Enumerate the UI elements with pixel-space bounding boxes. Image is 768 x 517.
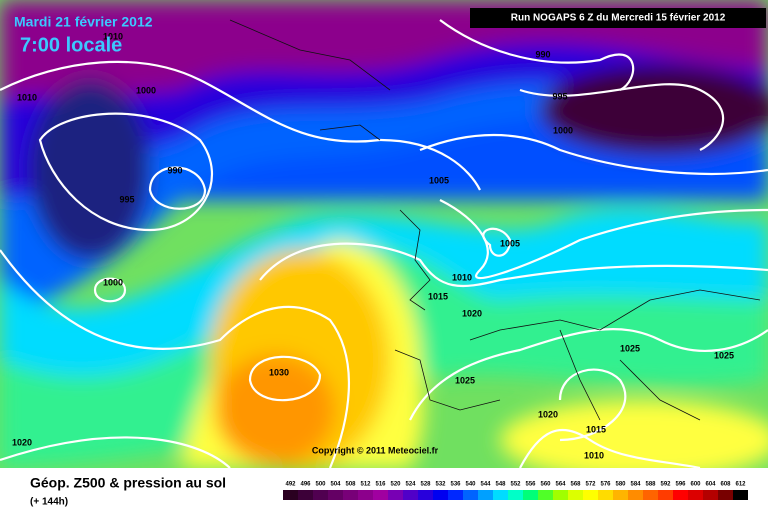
legend-label: 564: [555, 482, 566, 488]
isobar-label: 1020: [12, 437, 32, 447]
legend-label: 516: [375, 482, 386, 488]
map: [0, 0, 768, 480]
isobars: [0, 19, 768, 470]
legend-label: 532: [435, 482, 446, 488]
legend-label: 500: [315, 482, 326, 488]
legend-swatch: [613, 490, 628, 500]
isobar-label: 1010: [17, 92, 37, 102]
legend-swatch: [703, 490, 718, 500]
legend-label: 540: [465, 482, 476, 488]
legend-swatch: [568, 490, 583, 500]
legend-label: 612: [735, 482, 746, 488]
legend-label: 608: [720, 482, 731, 488]
isobar-label: 1020: [462, 308, 482, 318]
legend-label: 512: [360, 482, 371, 488]
legend-label: 536: [450, 482, 461, 488]
legend-swatch: [493, 490, 508, 500]
legend-label: 520: [390, 482, 401, 488]
legend-swatch: [673, 490, 688, 500]
legend-swatch: [283, 490, 298, 500]
isobar-label: 990: [535, 49, 550, 59]
legend-label: 588: [645, 482, 656, 488]
legend-label: 556: [525, 482, 536, 488]
run-box: [470, 8, 766, 28]
isobar-label: 1000: [103, 277, 123, 287]
legend-swatch: [553, 490, 568, 500]
legend-label: 568: [570, 482, 581, 488]
isobar-label: 1005: [500, 238, 520, 248]
legend-label: 592: [660, 482, 671, 488]
legend-swatch: [523, 490, 538, 500]
legend-swatch: [538, 490, 553, 500]
footer-lead: (+ 144h): [30, 497, 68, 508]
isobar-label: 1030: [269, 367, 289, 377]
legend-swatch: [733, 490, 748, 500]
legend-label: 552: [510, 482, 521, 488]
forecast-time: 7:00 locale: [20, 34, 122, 56]
isobar-label: 1025: [620, 343, 640, 353]
isobar-label: 1010: [452, 272, 472, 282]
coastlines: [229, 19, 761, 421]
legend-label: 580: [615, 482, 626, 488]
isobar-label: 1005: [429, 175, 449, 185]
legend-swatch: [643, 490, 658, 500]
legend-swatch: [418, 490, 433, 500]
legend-label: 504: [330, 482, 341, 488]
legend-label: 576: [600, 482, 611, 488]
isobar-label: 1025: [714, 350, 734, 360]
isobar-label: 995: [552, 91, 567, 101]
isobar-label: 1010: [584, 450, 604, 460]
legend-label: 548: [495, 482, 506, 488]
legend-swatch: [628, 490, 643, 500]
legend-swatch: [328, 490, 343, 500]
legend-label: 524: [405, 482, 416, 488]
legend-swatch: [373, 490, 388, 500]
footer-title: Géop. Z500 & pression au sol: [30, 475, 226, 491]
legend-swatch: [298, 490, 313, 500]
legend-label: 544: [480, 482, 491, 488]
legend-label: 572: [585, 482, 596, 488]
legend-label: 492: [285, 482, 296, 488]
run-info: Run NOGAPS 6 Z du Mercredi 15 février 20…: [511, 13, 726, 24]
copyright: Copyright © 2011 Meteociel.fr: [312, 445, 439, 455]
isobar-label: 1025: [455, 375, 475, 385]
legend-label: 560: [540, 482, 551, 488]
legend-swatch: [463, 490, 478, 500]
legend-swatch: [583, 490, 598, 500]
legend-swatch: [658, 490, 673, 500]
isobar-label: 990: [167, 165, 182, 175]
legend-label: 496: [300, 482, 311, 488]
legend-swatch: [358, 490, 373, 500]
isobar-labels: 1010 1000 1010 990 995 1000 990 995 1005 1005 1010…: [12, 31, 734, 460]
isobar-label: 1015: [586, 424, 606, 434]
forecast-date: Mardi 21 février 2012: [14, 14, 153, 30]
legend-label: 600: [690, 482, 701, 488]
isobar-label: 1000: [136, 85, 156, 95]
legend-swatch: [718, 490, 733, 500]
legend-label: 604: [705, 482, 716, 488]
isobar-label: 1010: [103, 31, 123, 41]
legend: 492 496 500 504 508 512 516 520 524 528 532 536 540 5…: [283, 482, 748, 500]
isobar-label: 1000: [553, 125, 573, 135]
legend-label: 596: [675, 482, 686, 488]
isobar-label: 1015: [428, 291, 448, 301]
legend-swatch: [403, 490, 418, 500]
legend-swatch: [508, 490, 523, 500]
legend-swatch: [343, 490, 358, 500]
legend-swatch: [688, 490, 703, 500]
legend-label: 508: [345, 482, 356, 488]
legend-swatch: [313, 490, 328, 500]
legend-swatch: [448, 490, 463, 500]
legend-label: 528: [420, 482, 431, 488]
isobar-label: 1020: [538, 409, 558, 419]
legend-label: 584: [630, 482, 641, 488]
legend-swatch: [598, 490, 613, 500]
isobar-label: 995: [119, 194, 134, 204]
legend-swatch: [433, 490, 448, 500]
legend-swatch: [388, 490, 403, 500]
legend-swatch: [478, 490, 493, 500]
